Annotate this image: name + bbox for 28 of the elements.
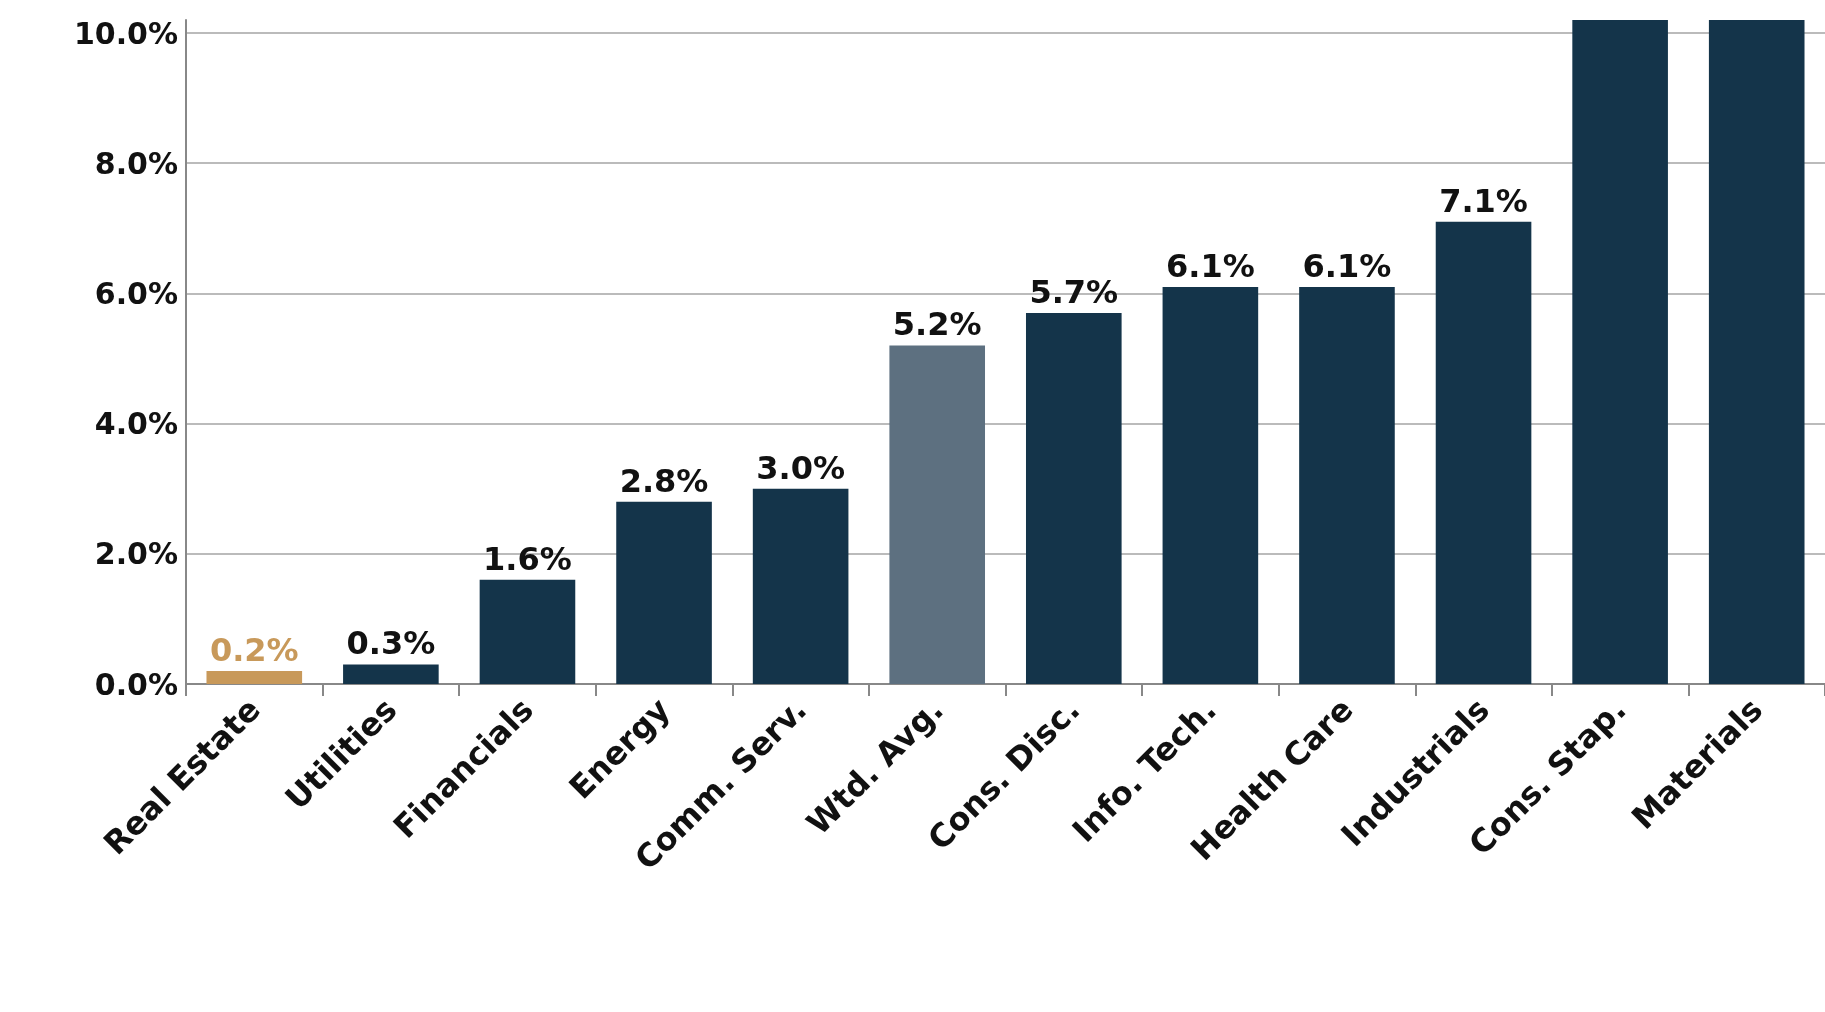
bar — [889, 345, 986, 684]
bar — [206, 670, 303, 684]
bar — [1162, 286, 1259, 684]
bar — [1299, 286, 1395, 684]
bar — [1025, 312, 1122, 684]
bar — [479, 579, 576, 684]
bar — [752, 488, 849, 684]
y-tick-label: 2.0% — [94, 536, 178, 572]
data-label: 0.3% — [346, 624, 436, 663]
data-label: 5.7% — [1029, 272, 1119, 311]
data-label: 6.1% — [1166, 246, 1255, 285]
data-label: 0.2% — [209, 630, 299, 669]
data-label: 1.6% — [483, 539, 572, 578]
y-tick-label: 10.0% — [73, 15, 178, 51]
bar — [343, 664, 439, 684]
y-tick-label: 6.0% — [94, 275, 178, 311]
bar — [1572, 20, 1668, 684]
bar — [1708, 20, 1805, 684]
data-label: 6.1% — [1302, 246, 1392, 285]
y-tick-label: 8.0% — [94, 145, 178, 181]
y-tick-label: 0.0% — [94, 666, 178, 702]
data-label: 5.2% — [892, 305, 982, 344]
bar — [616, 501, 712, 684]
data-label: 3.0% — [756, 448, 845, 487]
data-label: 2.8% — [619, 461, 709, 500]
y-tick-label: 4.0% — [94, 406, 178, 442]
bar — [1435, 221, 1532, 684]
data-label: 7.1% — [1439, 181, 1528, 220]
